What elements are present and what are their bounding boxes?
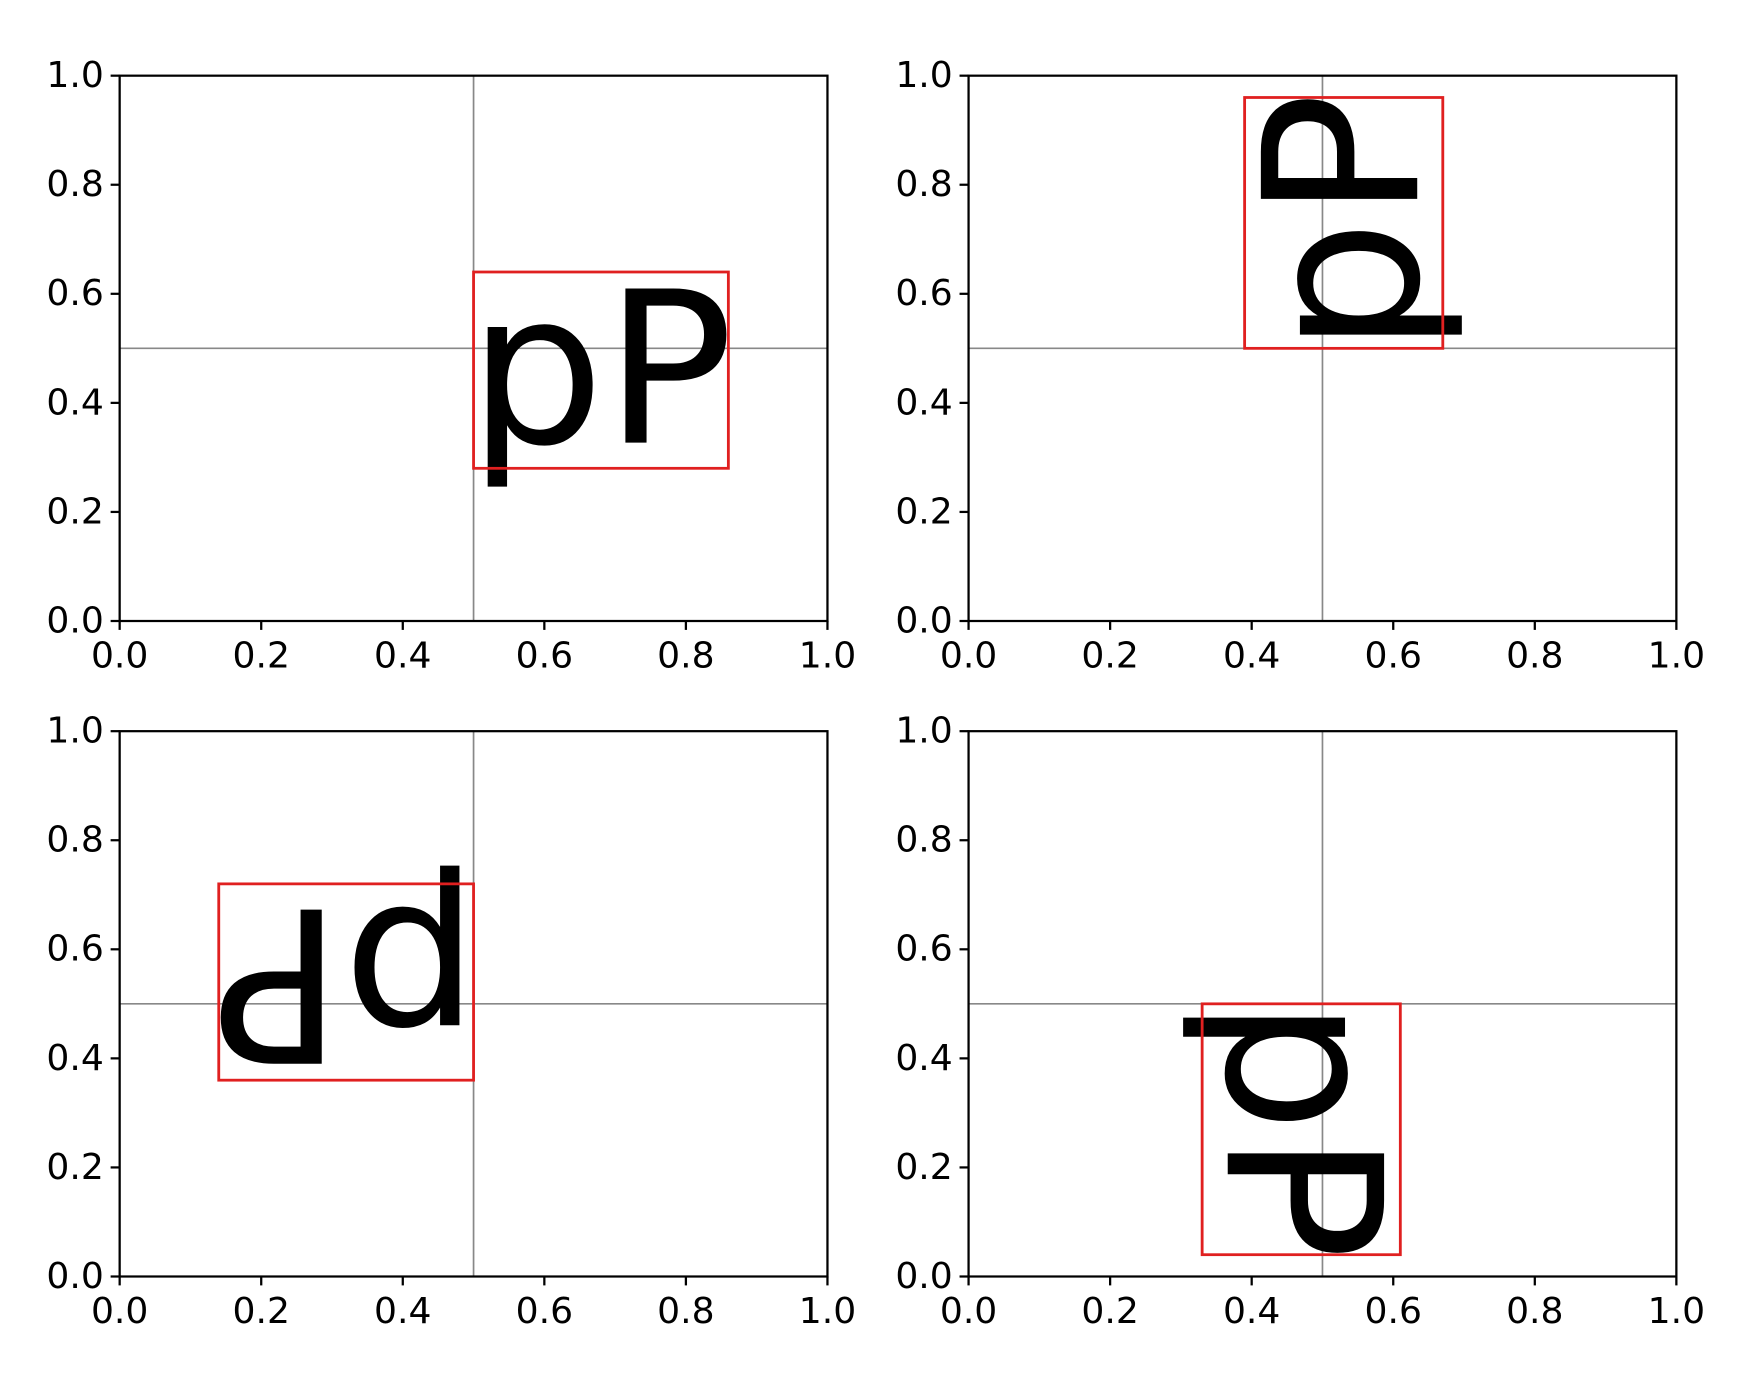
y-tick-label: 0.8 <box>895 164 952 205</box>
x-tick-label: 1.0 <box>1648 1291 1705 1332</box>
subplot: pP 0.0 0.2 0.4 0.6 0.8 1.0 0.0 0.2 0.4 0.6 0.8 1.0 <box>46 711 856 1332</box>
y-tick-label: 1.0 <box>46 55 103 96</box>
y-tick-label: 0.2 <box>895 1147 952 1188</box>
x-tick-label: 0.8 <box>657 636 714 677</box>
x-tick-label: 0.0 <box>940 1291 997 1332</box>
y-tick-label: 0.0 <box>46 1256 103 1297</box>
y-tick-label: 1.0 <box>895 55 952 96</box>
rotated-text: pP <box>468 247 733 493</box>
x-tick-label: 0.0 <box>91 636 148 677</box>
text-bbox <box>472 270 730 470</box>
y-tick-label: 0.0 <box>895 1256 952 1297</box>
x-tick-label: 0.2 <box>1081 636 1138 677</box>
y-tick-label: 0.4 <box>46 383 103 424</box>
y-tick-label: 0.4 <box>895 1038 952 1079</box>
y-tick-label: 1.0 <box>895 711 952 752</box>
y-tick-label: 0.8 <box>895 820 952 861</box>
y-tick-label: 0.6 <box>46 929 103 970</box>
x-tick-label: 1.0 <box>799 636 856 677</box>
text-bbox <box>1243 96 1445 350</box>
subplot: pP 0.0 0.2 0.4 0.6 0.8 1.0 0.0 0.2 0.4 0.6 0.8 1.0 <box>46 55 856 676</box>
y-tick-label: 0.2 <box>895 492 952 533</box>
subplot: pP 0.0 0.2 0.4 0.6 0.8 1.0 0.0 0.2 0.4 0.6 0.8 1.0 <box>895 55 1705 676</box>
y-tick-label: 0.6 <box>895 929 952 970</box>
rotated-text: pP <box>1219 92 1469 354</box>
x-tick-label: 0.8 <box>1506 1291 1563 1332</box>
x-tick-label: 0.6 <box>516 636 573 677</box>
y-tick-label: 0.6 <box>46 273 103 314</box>
text-bbox <box>217 882 475 1082</box>
text-bbox <box>1200 1002 1402 1257</box>
y-tick-label: 1.0 <box>46 711 103 752</box>
x-tick-label: 0.6 <box>1365 1291 1422 1332</box>
y-tick-label: 0.8 <box>46 164 103 205</box>
x-tick-label: 0.4 <box>374 1291 431 1332</box>
x-tick-label: 1.0 <box>1648 636 1705 677</box>
rotated-text: pP <box>1176 998 1426 1260</box>
y-tick-label: 0.4 <box>46 1038 103 1079</box>
x-tick-label: 0.8 <box>657 1291 714 1332</box>
x-tick-label: 0.4 <box>1223 1291 1280 1332</box>
y-tick-label: 0.0 <box>895 601 952 642</box>
y-tick-label: 0.4 <box>895 383 952 424</box>
axes-frame <box>967 730 1678 1278</box>
x-tick-label: 0.6 <box>1365 636 1422 677</box>
y-tick-label: 0.2 <box>46 492 103 533</box>
x-tick-label: 0.8 <box>1506 636 1563 677</box>
axes-frame <box>118 74 829 623</box>
y-tick-label: 0.2 <box>46 1147 103 1188</box>
axes-frame <box>118 730 829 1278</box>
y-tick-label: 0.8 <box>46 820 103 861</box>
y-tick-label: 0.6 <box>895 273 952 314</box>
x-tick-label: 0.4 <box>1223 636 1280 677</box>
x-tick-label: 0.0 <box>940 636 997 677</box>
x-tick-label: 0.0 <box>91 1291 148 1332</box>
y-tick-label: 0.0 <box>46 601 103 642</box>
rotated-text: pP <box>213 859 478 1105</box>
axes-frame <box>967 74 1678 623</box>
x-tick-label: 0.2 <box>1081 1291 1138 1332</box>
x-tick-label: 0.6 <box>516 1291 573 1332</box>
x-tick-label: 1.0 <box>799 1291 856 1332</box>
x-tick-label: 0.2 <box>233 636 290 677</box>
subplot: pP 0.0 0.2 0.4 0.6 0.8 1.0 0.0 0.2 0.4 0.6 0.8 1.0 <box>895 711 1705 1332</box>
x-tick-label: 0.4 <box>374 636 431 677</box>
x-tick-label: 0.2 <box>233 1291 290 1332</box>
